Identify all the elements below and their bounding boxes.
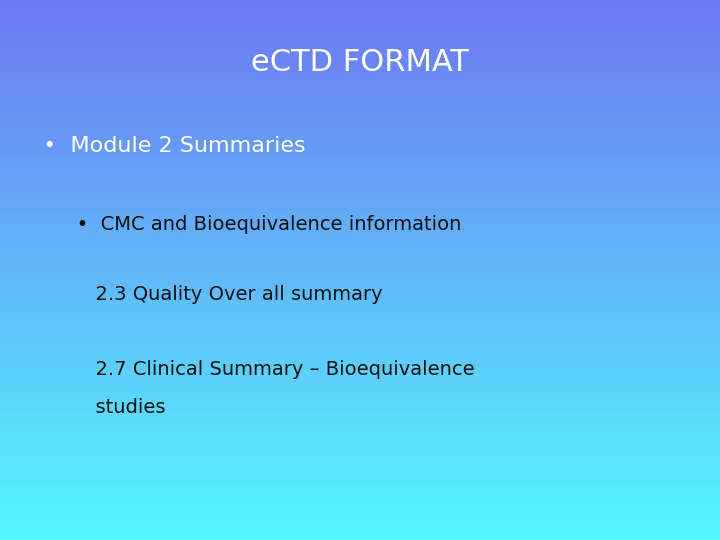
Text: 2.3 Quality Over all summary: 2.3 Quality Over all summary bbox=[58, 285, 382, 304]
Text: 2.7 Clinical Summary – Bioequivalence: 2.7 Clinical Summary – Bioequivalence bbox=[58, 360, 474, 380]
Text: •  Module 2 Summaries: • Module 2 Summaries bbox=[43, 136, 306, 156]
Text: •  CMC and Bioequivalence information: • CMC and Bioequivalence information bbox=[58, 214, 461, 234]
Text: studies: studies bbox=[58, 398, 165, 417]
Text: eCTD FORMAT: eCTD FORMAT bbox=[251, 48, 469, 77]
